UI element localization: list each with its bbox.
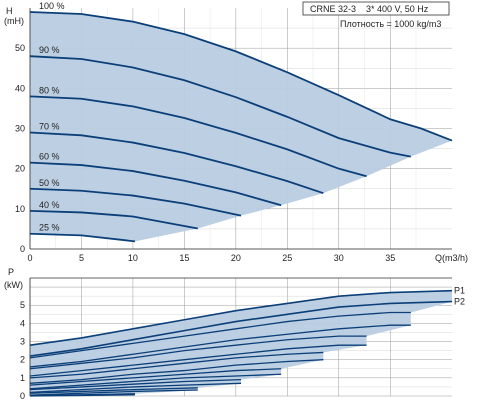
head-axis-unit: (mH)	[4, 16, 24, 26]
speed-curve	[29, 187, 242, 217]
speed-curve	[29, 232, 136, 243]
power-curve	[29, 324, 411, 368]
y-tick-label: 0	[20, 391, 25, 400]
power-region-fill	[30, 290, 452, 396]
speed-curve-label: 40 %	[39, 200, 60, 210]
density-label: Плотность = 1000 kg/m3	[340, 19, 441, 29]
power-curve-label: P1	[454, 286, 465, 296]
y-tick-label: 10	[15, 204, 25, 214]
power-curve	[29, 389, 198, 396]
pump-model-label: CRNE 32-3	[310, 4, 356, 14]
speed-curve	[29, 161, 282, 207]
x-tick-label: 15	[179, 253, 189, 263]
power-curve	[29, 311, 411, 359]
y-tick-label: 30	[15, 124, 25, 134]
power-curve	[29, 394, 135, 397]
speed-curve-label: 50 %	[39, 178, 60, 188]
speed-curve-label: 25 %	[39, 223, 60, 233]
operating-region-fill	[30, 12, 452, 242]
power-curve	[29, 368, 282, 386]
y-tick-label: 20	[15, 164, 25, 174]
speed-curve	[29, 55, 412, 158]
power-axis-unit: (kW)	[4, 280, 23, 290]
y-tick-label: 0	[20, 244, 25, 254]
y-tick-label: 2	[20, 355, 25, 365]
x-tick-label: 10	[128, 253, 138, 263]
power-curve	[29, 351, 324, 379]
speed-curve-label: 90 %	[39, 45, 60, 55]
speed-curve	[29, 11, 453, 142]
speed-curve	[29, 131, 324, 195]
x-tick-label: 30	[334, 253, 344, 263]
y-tick-label: 1	[20, 373, 25, 383]
x-tick-label: 25	[282, 253, 292, 263]
power-curve	[29, 344, 367, 377]
y-tick-label: 40	[15, 83, 25, 93]
speed-curve-label: 70 %	[39, 122, 60, 132]
y-tick-label: 5	[20, 300, 25, 310]
power-curve	[29, 335, 367, 370]
y-tick-label: 50	[15, 43, 25, 53]
legend-box: CRNE 32-3 3* 400 V, 50 Hz Плотность = 10…	[302, 1, 450, 29]
speed-curve-label: 60 %	[39, 152, 60, 162]
power-curve	[29, 373, 282, 390]
power-curve	[29, 379, 242, 391]
y-tick-label: 3	[20, 337, 25, 347]
supply-label: 3* 400 V, 50 Hz	[366, 4, 429, 14]
power-curve	[29, 289, 453, 346]
y-tick-label: 4	[20, 318, 25, 328]
power-curve-label: P2	[454, 297, 465, 307]
x-tick-label: 35	[385, 253, 395, 263]
speed-curve-label: 100 %	[39, 1, 65, 11]
power-axis-letter: P	[8, 267, 14, 277]
power-curve	[29, 382, 242, 394]
speed-curve-label: 80 %	[39, 85, 60, 95]
power-curve	[29, 387, 198, 394]
power-curve	[29, 300, 453, 357]
x-tick-label: 5	[79, 253, 84, 263]
power-curve	[29, 359, 324, 384]
head-curve-panel: 100 % 90 % 80 % 70 % 60 % 50 % 40 % 25 % 0 10 20 30…	[15, 1, 453, 263]
x-tick-label: 20	[231, 253, 241, 263]
x-tick-label: 0	[27, 253, 32, 263]
head-axis-letter: H	[6, 6, 13, 16]
speed-curve	[29, 95, 367, 178]
flow-axis-label: Q(m3/h)	[435, 253, 468, 263]
speed-curve	[29, 209, 198, 230]
